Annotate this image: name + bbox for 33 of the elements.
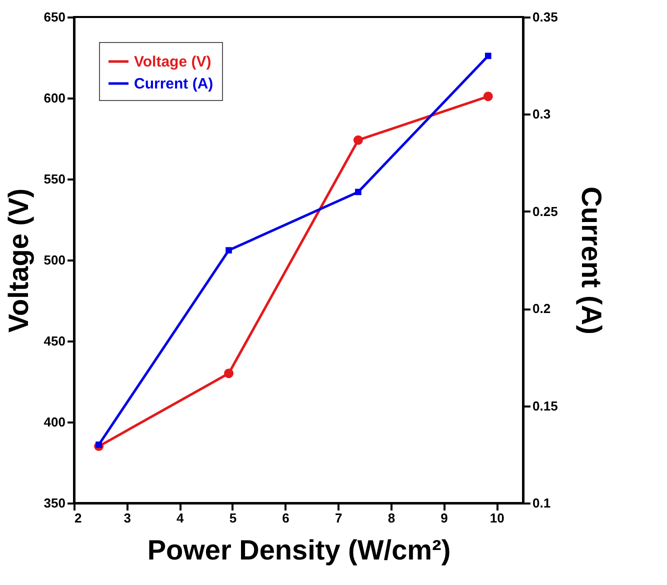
point [355,188,362,196]
y2-tick-label: 0.15 [532,398,558,414]
y-tick-label: 550 [44,172,66,186]
point [483,92,493,102]
x-tick-label: 7 [335,510,342,526]
point [226,247,232,254]
x-tick-label: 8 [388,510,396,526]
y2-tick-label: 0.25 [532,204,558,219]
x-axis-title: Power Density (W/cm²) [147,534,451,566]
y-axis-title: Voltage (V) [2,188,34,333]
y-tick-label: 650 [44,10,66,24]
x-tick-label: 5 [229,510,237,526]
x-tick-label: 2 [74,510,82,526]
point [484,52,492,60]
point [353,135,363,145]
legend-label: Current (A) [134,76,214,92]
y2-tick-label: 0.3 [532,106,551,122]
y2-tick-label: 0.1 [532,496,551,510]
y-tick-label: 600 [44,90,66,106]
x-tick-label: 9 [440,510,448,526]
y-tick-label: 450 [44,334,66,348]
y-tick-label: 350 [44,496,66,510]
x-tick-label: 10 [490,510,504,526]
legend-label: Voltage (V) [134,54,212,70]
x-tick-label: 3 [124,510,131,526]
y2-axis-title: Current (A) [576,186,607,334]
y-tick-label: 400 [44,414,66,430]
x-tick-label: 4 [176,510,185,526]
point [224,368,234,378]
x-tick-label: 6 [282,510,290,526]
y-tick-label: 500 [44,252,66,268]
y2-tick-label: 0.35 [532,10,558,24]
y2-tick-label: 0.2 [532,301,551,316]
